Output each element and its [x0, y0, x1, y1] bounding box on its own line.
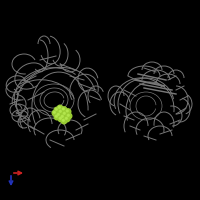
Circle shape: [66, 113, 72, 119]
Circle shape: [61, 107, 67, 112]
Circle shape: [63, 112, 65, 114]
Circle shape: [59, 117, 61, 119]
Circle shape: [55, 108, 57, 110]
Circle shape: [54, 114, 60, 120]
Circle shape: [60, 114, 66, 120]
Circle shape: [55, 115, 57, 117]
Circle shape: [65, 117, 67, 119]
Circle shape: [67, 114, 69, 116]
Circle shape: [62, 111, 68, 117]
Circle shape: [66, 110, 68, 112]
Circle shape: [61, 115, 63, 117]
Circle shape: [64, 116, 70, 122]
Circle shape: [52, 110, 58, 116]
Circle shape: [53, 111, 55, 113]
Circle shape: [62, 119, 64, 121]
Circle shape: [62, 108, 64, 110]
Circle shape: [54, 107, 60, 113]
Circle shape: [58, 106, 60, 108]
Circle shape: [58, 116, 64, 122]
Circle shape: [57, 113, 59, 115]
Circle shape: [61, 118, 67, 124]
Circle shape: [58, 109, 64, 115]
Circle shape: [59, 110, 61, 112]
Circle shape: [56, 112, 62, 118]
Circle shape: [65, 109, 71, 114]
Circle shape: [57, 105, 63, 111]
